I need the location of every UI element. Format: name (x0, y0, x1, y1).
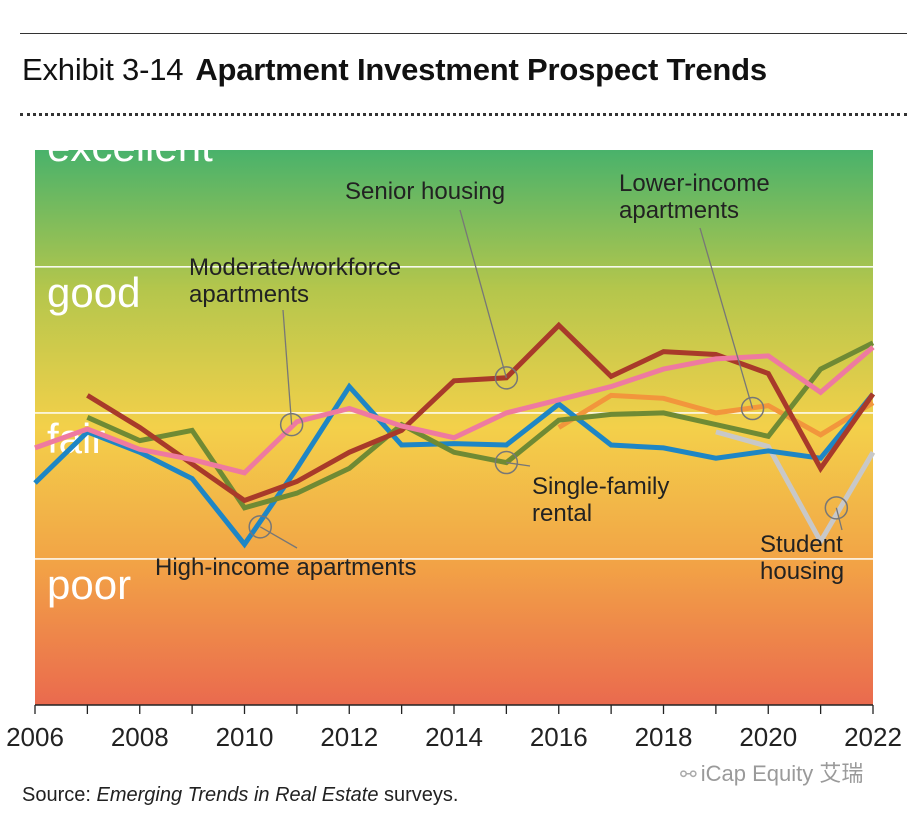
x-tick-label-2006: 2006 (6, 722, 64, 750)
watermark-text: iCap Equity 艾瑞 (700, 761, 864, 786)
annotation-moderate-workforce-apartments: Moderate/workforce apartments (189, 254, 401, 308)
annotation-line: rental (532, 500, 592, 527)
series-line-senior-housing (86, 321, 876, 504)
series-line-single-family-rental (86, 340, 875, 511)
leader-line-senior-housing (459, 209, 508, 379)
source-prefix: Source: (22, 784, 97, 806)
leader-line-high-income-apartments (259, 526, 298, 549)
exhibit-title: Exhibit 3-14 Apartment Investment Prospec… (22, 52, 767, 88)
x-tick-label-2010: 2010 (216, 722, 274, 750)
annotation-line: housing (760, 558, 844, 585)
band-label-excellent: excellent (47, 140, 213, 170)
x-tick-label-2022: 2022 (844, 722, 902, 750)
band-label-poor: poor (47, 561, 131, 608)
annotation-lower-income-apartments: Lower-income apartments (619, 170, 770, 224)
callout-circle-single-family-rental (494, 450, 519, 475)
leader-line-single-family-rental (506, 461, 531, 467)
annotation-high-income-apartments: High-income apartments (155, 554, 416, 581)
plot-background (35, 150, 873, 705)
annotation-line: apartments (619, 197, 739, 224)
x-tick-label-2016: 2016 (530, 722, 588, 750)
annotation-line: Student (760, 531, 843, 558)
series-line-lower-income-apartments (557, 392, 875, 438)
series-line-moderate-workforce-apartments (34, 345, 875, 476)
series-line-student-housing (715, 429, 876, 547)
annotation-line: Moderate/workforce (189, 254, 401, 281)
top-rule (20, 33, 907, 34)
x-tick-label-2018: 2018 (635, 722, 693, 750)
annotation-single-family-rental: Single-family rental (532, 473, 669, 527)
callout-circle-senior-housing (494, 366, 519, 390)
leader-line-moderate-workforce-apartments (282, 309, 293, 425)
source-suffix: surveys. (378, 784, 459, 806)
x-tick-label-2008: 2008 (111, 722, 169, 750)
annotation-line: Lower-income (619, 170, 770, 197)
source-publication: Emerging Trends in Real Estate (96, 784, 379, 806)
source-note: Source: Emerging Trends in Real Estate s… (22, 784, 459, 807)
dotted-rule (20, 113, 907, 116)
callout-circle-moderate-workforce-apartments (279, 412, 304, 437)
annotation-line: Single-family (532, 473, 669, 500)
exhibit-number: Exhibit 3-14 (22, 52, 184, 87)
annotation-line: Senior housing (345, 178, 505, 205)
wechat-icon: ⚯ (680, 764, 697, 786)
callout-circle-lower-income-apartments (740, 396, 765, 421)
annotation-line: apartments (189, 281, 309, 308)
chart-title: Apartment Investment Prospect Trends (195, 52, 767, 87)
series-line-high-income-apartments (33, 382, 875, 549)
leader-line-lower-income-apartments (699, 227, 754, 409)
annotation-line: High-income apartments (155, 554, 416, 581)
x-tick-label-2020: 2020 (739, 722, 797, 750)
annotation-senior-housing: Senior housing (345, 178, 505, 205)
x-tick-label-2012: 2012 (320, 722, 378, 750)
x-tick-label-2014: 2014 (425, 722, 483, 750)
watermark: ⚯ iCap Equity 艾瑞 (680, 756, 863, 788)
callout-circle-high-income-apartments (248, 515, 272, 539)
band-label-good: good (47, 269, 140, 316)
callout-circle-student-housing (824, 496, 849, 520)
annotation-student-housing: Student housing (760, 531, 844, 585)
